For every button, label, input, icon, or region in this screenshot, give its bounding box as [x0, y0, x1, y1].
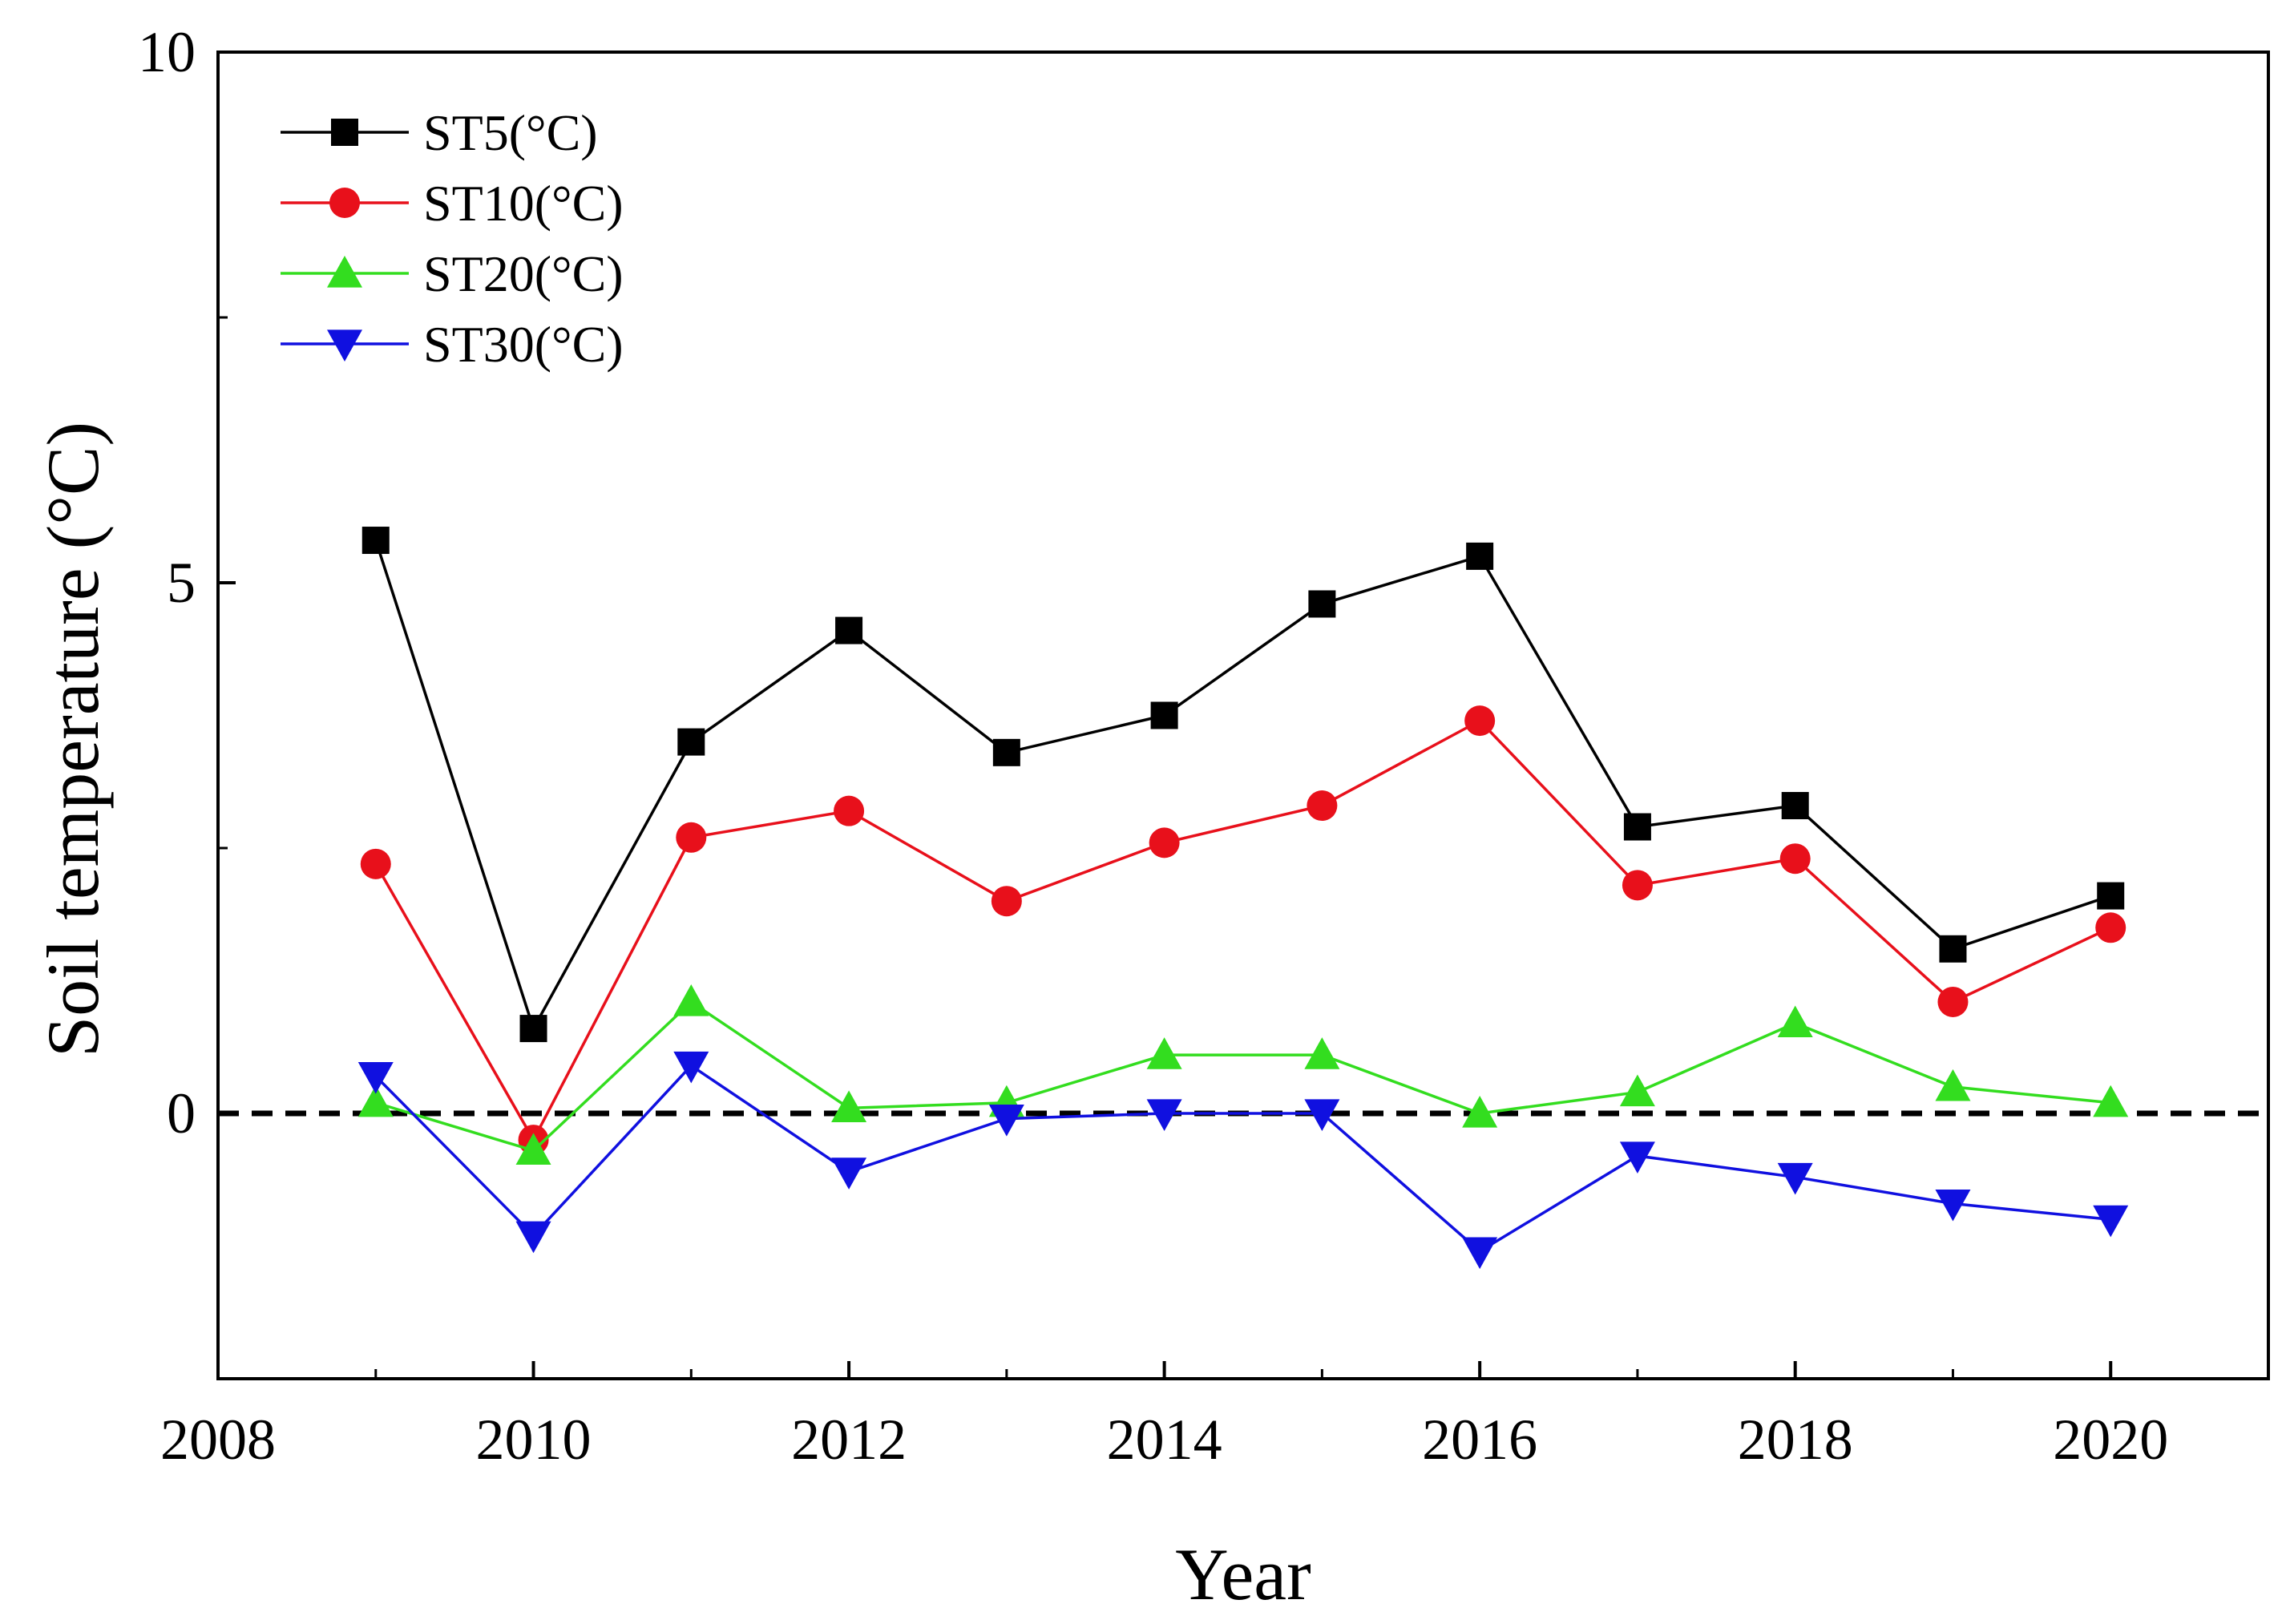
y-axis-ticks: 0 5 10 — [138, 20, 236, 1380]
legend-label-1: ST5(°C) — [423, 104, 598, 161]
x-tick-label-2016: 2016 — [1422, 1408, 1537, 1472]
series-2-point-2013 — [991, 886, 1022, 917]
series-1-point-2014 — [1150, 701, 1178, 729]
series-1 — [361, 527, 2125, 1043]
series-1-point-2017 — [1623, 813, 1651, 841]
series-1-point-2015 — [1308, 590, 1336, 618]
series-4-point-2012 — [831, 1157, 867, 1190]
series-4-point-2019 — [1935, 1189, 1971, 1222]
legend-marker-3 — [327, 256, 362, 288]
series-4-point-2009 — [357, 1062, 394, 1094]
series-line-4 — [374, 1064, 2111, 1254]
plot-border — [216, 50, 2270, 1380]
x-axis-title: Year — [1175, 1533, 1311, 1615]
x-tick-label-2012: 2012 — [791, 1408, 907, 1472]
series-4 — [357, 1051, 2129, 1270]
series-4-point-2013 — [988, 1105, 1024, 1137]
series-1-point-2016 — [1466, 542, 1494, 570]
series-2-point-2015 — [1307, 790, 1338, 822]
series-1-point-2010 — [519, 1015, 547, 1043]
series-3-point-2009 — [357, 1085, 394, 1117]
y-tick-label-0: 0 — [167, 1081, 196, 1145]
series-2-point-2009 — [360, 848, 391, 879]
x-tick-label-2018: 2018 — [1738, 1408, 1853, 1472]
legend-label-4: ST30(°C) — [423, 316, 624, 373]
series-2-point-2017 — [1622, 870, 1653, 901]
legend-marker-4 — [327, 329, 362, 362]
y-tick-label-10: 10 — [138, 20, 196, 84]
series-3-point-2017 — [1619, 1074, 1655, 1107]
series-2-point-2020 — [2095, 912, 2126, 943]
series-1-point-2019 — [1939, 935, 1967, 963]
legend-label-2: ST10(°C) — [423, 175, 624, 232]
x-tick-label-2010: 2010 — [476, 1408, 592, 1472]
legend-label-3: ST20(°C) — [423, 245, 624, 302]
series-3-point-2014 — [1146, 1037, 1182, 1069]
series-4-point-2020 — [2093, 1205, 2129, 1238]
series-1-point-2013 — [992, 738, 1020, 766]
series-2-point-2018 — [1779, 843, 1811, 875]
series-4-point-2010 — [515, 1221, 551, 1254]
x-tick-label-2020: 2020 — [2053, 1408, 2168, 1472]
series-line-3 — [375, 1000, 2111, 1153]
legend-entry-1: ST5(°C) — [281, 104, 598, 161]
y-tick-label-5: 5 — [167, 551, 196, 615]
series-3-point-2019 — [1935, 1069, 1971, 1101]
y-axis-title: Soil temperature (°C) — [32, 422, 114, 1057]
series-line-2 — [374, 718, 2111, 1143]
series-4-point-2015 — [1304, 1099, 1340, 1131]
series-3 — [357, 984, 2129, 1165]
series-1-point-2012 — [835, 616, 863, 644]
x-tick-label-2014: 2014 — [1107, 1408, 1222, 1472]
series-4-point-2011 — [673, 1051, 709, 1084]
legend-marker-1 — [331, 119, 358, 146]
series-2-point-2014 — [1149, 827, 1180, 858]
x-axis-ticks: 2008 2010 2012 2014 2016 2018 2020 — [160, 1361, 2168, 1472]
series-3-point-2010 — [515, 1133, 551, 1165]
legend-entry-2: ST10(°C) — [281, 175, 624, 232]
series-3-point-2012 — [831, 1090, 867, 1122]
series-3-point-2015 — [1304, 1037, 1340, 1069]
series-2-point-2012 — [834, 795, 865, 826]
series-4-point-2018 — [1777, 1162, 1813, 1195]
series-1-point-2018 — [1781, 792, 1809, 820]
legend-entry-3: ST20(°C) — [281, 245, 624, 302]
series-4-point-2016 — [1462, 1237, 1498, 1270]
series-2-point-2019 — [1937, 986, 1969, 1017]
series-1-point-2009 — [361, 527, 390, 555]
series-3-point-2016 — [1462, 1096, 1498, 1128]
series-1-point-2020 — [2097, 882, 2125, 910]
legend-marker-2 — [329, 188, 360, 218]
x-tick-label-2008: 2008 — [160, 1408, 276, 1472]
series-2-point-2011 — [676, 822, 707, 853]
series-layer — [357, 527, 2129, 1270]
series-2 — [360, 705, 2126, 1156]
series-1-point-2011 — [677, 728, 705, 756]
series-2-point-2016 — [1464, 705, 1496, 737]
legend: ST5(°C) ST10(°C) ST20(°C) ST30(°C) — [281, 104, 624, 373]
series-4-point-2017 — [1619, 1141, 1655, 1174]
series-3-point-2011 — [673, 984, 709, 1016]
series-4-point-2014 — [1146, 1099, 1182, 1131]
series-3-point-2018 — [1777, 1005, 1813, 1038]
plot-frame — [216, 50, 2270, 1380]
series-line-1 — [374, 539, 2111, 1032]
series-3-point-2020 — [2093, 1085, 2129, 1117]
legend-entry-4: ST30(°C) — [281, 316, 624, 373]
